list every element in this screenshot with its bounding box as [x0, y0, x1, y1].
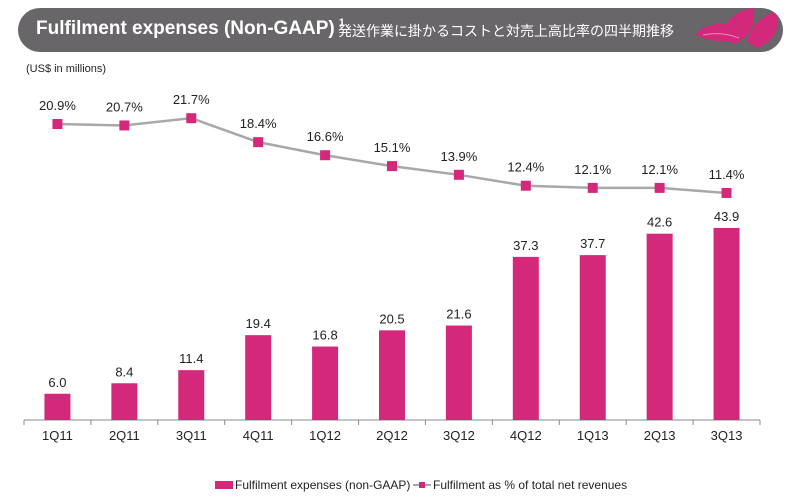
bar-value-label: 6.0	[48, 375, 66, 390]
line-marker-2Q11	[119, 120, 130, 131]
bar-2Q12	[379, 330, 405, 420]
chart-title: Fulfilment expenses (Non-GAAP) 1	[36, 17, 345, 40]
legend-item-bars: Fulfilment expenses (non-GAAP)	[215, 478, 410, 492]
bar-value-label: 8.4	[115, 364, 133, 379]
line-marker-3Q13	[721, 187, 732, 198]
line-series-pct-revenue	[57, 116, 727, 195]
line-value-label: 11.4%	[709, 167, 745, 182]
legend-swatch-bar	[215, 481, 233, 489]
bar-4Q12	[512, 256, 539, 420]
line-marker-3Q11	[186, 113, 197, 124]
x-tick-label: 3Q11	[176, 428, 207, 443]
bar-value-label: 20.5	[379, 311, 404, 326]
line-value-label: 18.4%	[240, 116, 277, 131]
bar-value-label: 43.9	[714, 209, 739, 224]
x-tick-label: 1Q12	[309, 428, 341, 443]
legend: Fulfilment expenses (non-GAAP) Fulfilmen…	[0, 478, 800, 496]
chart-canvas: 6.0 1Q11 8.4 2Q11 11.4 3Q11 19.4 4Q11 16.8 1Q12 20…	[23, 92, 761, 443]
legend-item-line: Fulfilment as % of total net revenues	[413, 478, 627, 492]
line-marker-2Q13	[654, 182, 665, 193]
legend-label-line: Fulfilment as % of total net revenues	[433, 478, 628, 492]
bar-value-label: 37.3	[513, 238, 538, 253]
x-tick-label: 1Q11	[42, 428, 73, 443]
x-tick-label: 2Q13	[644, 428, 676, 443]
line-value-label: 12.1%	[641, 162, 678, 177]
bar-value-label: 42.6	[647, 215, 672, 230]
bar-2Q11	[111, 383, 138, 420]
unit-label: (US$ in millions)	[26, 63, 107, 75]
bar-value-label: 21.6	[446, 307, 471, 322]
title-text: Fulfilment expenses (Non-GAAP)	[36, 18, 335, 39]
line-marker-4Q12	[520, 180, 531, 191]
x-tick-label: 2Q12	[376, 428, 408, 443]
header-banner: Fulfilment expenses (Non-GAAP) 1 発送作業に掛かる…	[18, 8, 783, 52]
bar-2Q13	[646, 233, 673, 420]
line-value-label: 20.9%	[39, 98, 76, 113]
line-value-label: 21.7%	[173, 92, 210, 107]
bar-value-label: 11.4	[179, 351, 203, 366]
footnote-marker: 1	[338, 17, 345, 29]
x-tick-label: 4Q12	[510, 428, 542, 443]
bar-4Q11	[245, 335, 272, 420]
line-value-label: 15.1%	[374, 140, 411, 155]
line-value-label: 16.6%	[307, 129, 344, 144]
line-value-label: 20.7%	[106, 99, 143, 114]
legend-label-bars: Fulfilment expenses (non-GAAP)	[235, 478, 411, 492]
x-tick-label: 3Q13	[711, 428, 743, 443]
line-value-label: 12.1%	[574, 162, 611, 177]
bar-3Q13	[713, 228, 740, 420]
line-marker-1Q11	[52, 119, 63, 129]
bar-1Q13	[579, 255, 606, 420]
line-marker-1Q12	[320, 150, 331, 161]
line-value-label: 13.9%	[440, 149, 477, 164]
x-tick-label: 3Q12	[443, 428, 475, 443]
line-marker-1Q13	[587, 182, 598, 193]
line-marker-2Q12	[387, 161, 397, 172]
x-tick-label: 2Q11	[109, 428, 140, 443]
bar-3Q12	[445, 325, 472, 420]
bar-value-label: 37.7	[580, 236, 605, 251]
line-marker-4Q11	[253, 137, 264, 148]
legend-swatch-line	[413, 481, 431, 489]
lotus-flower-icon	[695, 8, 779, 48]
x-tick-label: 4Q11	[243, 428, 274, 443]
bar-3Q11	[178, 370, 205, 420]
bar-value-label: 16.8	[312, 328, 337, 343]
bar-1Q11	[44, 393, 71, 420]
x-tick-label: 1Q13	[577, 428, 609, 443]
line-marker-3Q12	[453, 169, 464, 180]
line-value-label: 12.4%	[507, 160, 544, 175]
chart-subtitle-japanese: 発送作業に掛かるコストと対売上高比率の四半期推移	[338, 24, 674, 40]
bar-value-label: 19.4	[246, 316, 271, 331]
bar-1Q12	[312, 346, 339, 420]
